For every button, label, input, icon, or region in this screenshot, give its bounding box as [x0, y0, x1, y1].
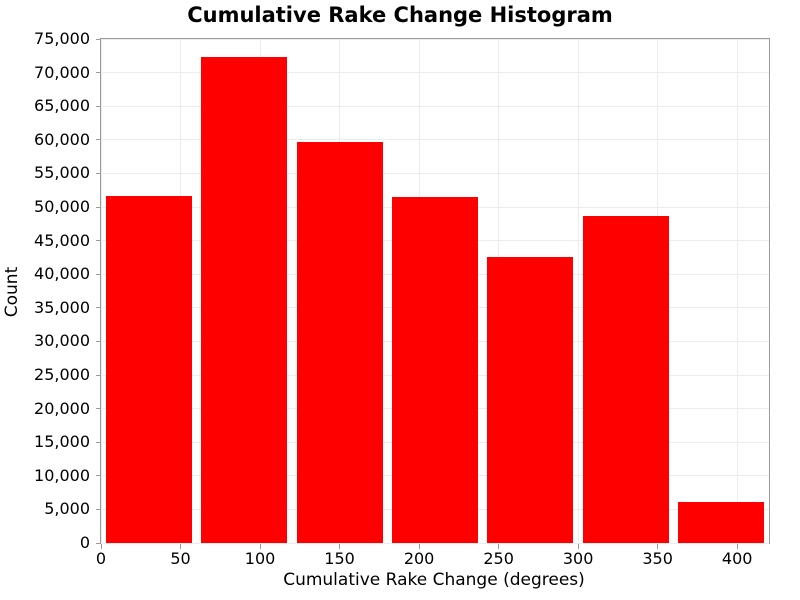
- x-tick-mark: [657, 544, 659, 549]
- y-tick-mark: [96, 307, 101, 309]
- x-tick-label: 350: [642, 549, 673, 568]
- y-tick-mark: [96, 441, 101, 443]
- y-tick-label: 35,000: [34, 297, 90, 317]
- histogram-bar: [105, 195, 192, 543]
- y-tick-mark: [96, 374, 101, 376]
- plot-area: [100, 38, 770, 544]
- x-tick-mark: [100, 544, 102, 549]
- x-tick-label: 0: [95, 549, 107, 568]
- x-tick-mark: [339, 544, 341, 549]
- y-tick-label: 40,000: [34, 264, 90, 284]
- x-tick-label: 400: [721, 549, 753, 568]
- y-tick-mark: [96, 139, 101, 141]
- y-gridline: [101, 542, 769, 544]
- histogram-bar: [678, 502, 765, 543]
- y-tick-label: 60,000: [34, 129, 90, 149]
- y-gridline: [101, 38, 769, 40]
- x-tick-mark: [736, 544, 738, 549]
- chart-title: Cumulative Rake Change Histogram: [187, 3, 613, 27]
- y-tick-mark: [96, 508, 101, 510]
- x-axis-label: Cumulative Rake Change (degrees): [283, 570, 585, 590]
- histogram-bar: [296, 141, 383, 543]
- y-tick-label: 20,000: [34, 398, 90, 418]
- x-tick-label: 150: [324, 549, 355, 568]
- y-tick-mark: [96, 273, 101, 275]
- histogram-bar: [582, 216, 669, 543]
- y-gridline: [101, 105, 769, 107]
- y-tick-mark: [96, 340, 101, 342]
- x-tick-mark: [498, 544, 500, 549]
- y-tick-mark: [96, 408, 101, 410]
- y-tick-label: 5,000: [44, 499, 90, 519]
- y-tick-mark: [96, 240, 101, 242]
- y-tick-mark: [96, 542, 101, 544]
- x-gridline: [577, 39, 579, 543]
- y-tick-label: 75,000: [34, 29, 90, 48]
- x-tick-label: 300: [562, 549, 594, 568]
- x-tick-label: 250: [483, 549, 514, 568]
- y-tick-label: 65,000: [34, 96, 90, 116]
- y-tick-mark: [96, 72, 101, 74]
- x-tick-mark: [259, 544, 261, 549]
- y-gridline: [101, 72, 769, 74]
- y-tick-label: 30,000: [34, 331, 90, 351]
- x-tick-label: 50: [170, 549, 191, 568]
- x-gridline: [100, 39, 102, 543]
- y-gridline: [101, 139, 769, 141]
- x-tick-mark: [180, 544, 182, 549]
- histogram-bar: [201, 57, 288, 543]
- y-tick-mark: [96, 475, 101, 477]
- x-tick-label: 200: [403, 549, 435, 568]
- y-tick-label: 55,000: [34, 163, 90, 183]
- y-tick-mark: [96, 172, 101, 174]
- y-tick-label: 0: [79, 533, 90, 552]
- y-axis-label: Count: [2, 266, 22, 318]
- x-tick-mark: [577, 544, 579, 549]
- y-tick-label: 15,000: [34, 432, 90, 452]
- histogram-bar: [392, 196, 478, 543]
- histogram-bar: [487, 256, 574, 543]
- x-tick-label: 100: [244, 549, 276, 568]
- y-tick-label: 10,000: [34, 465, 90, 485]
- x-gridline: [736, 39, 738, 543]
- y-tick-label: 45,000: [34, 230, 90, 250]
- y-tick-mark: [96, 38, 101, 40]
- x-tick-mark: [418, 544, 420, 549]
- y-tick-mark: [96, 105, 101, 107]
- y-tick-mark: [96, 206, 101, 208]
- y-tick-label: 25,000: [34, 365, 90, 384]
- y-gridline: [101, 172, 769, 174]
- y-tick-label: 70,000: [34, 62, 90, 82]
- y-tick-label: 50,000: [34, 197, 90, 216]
